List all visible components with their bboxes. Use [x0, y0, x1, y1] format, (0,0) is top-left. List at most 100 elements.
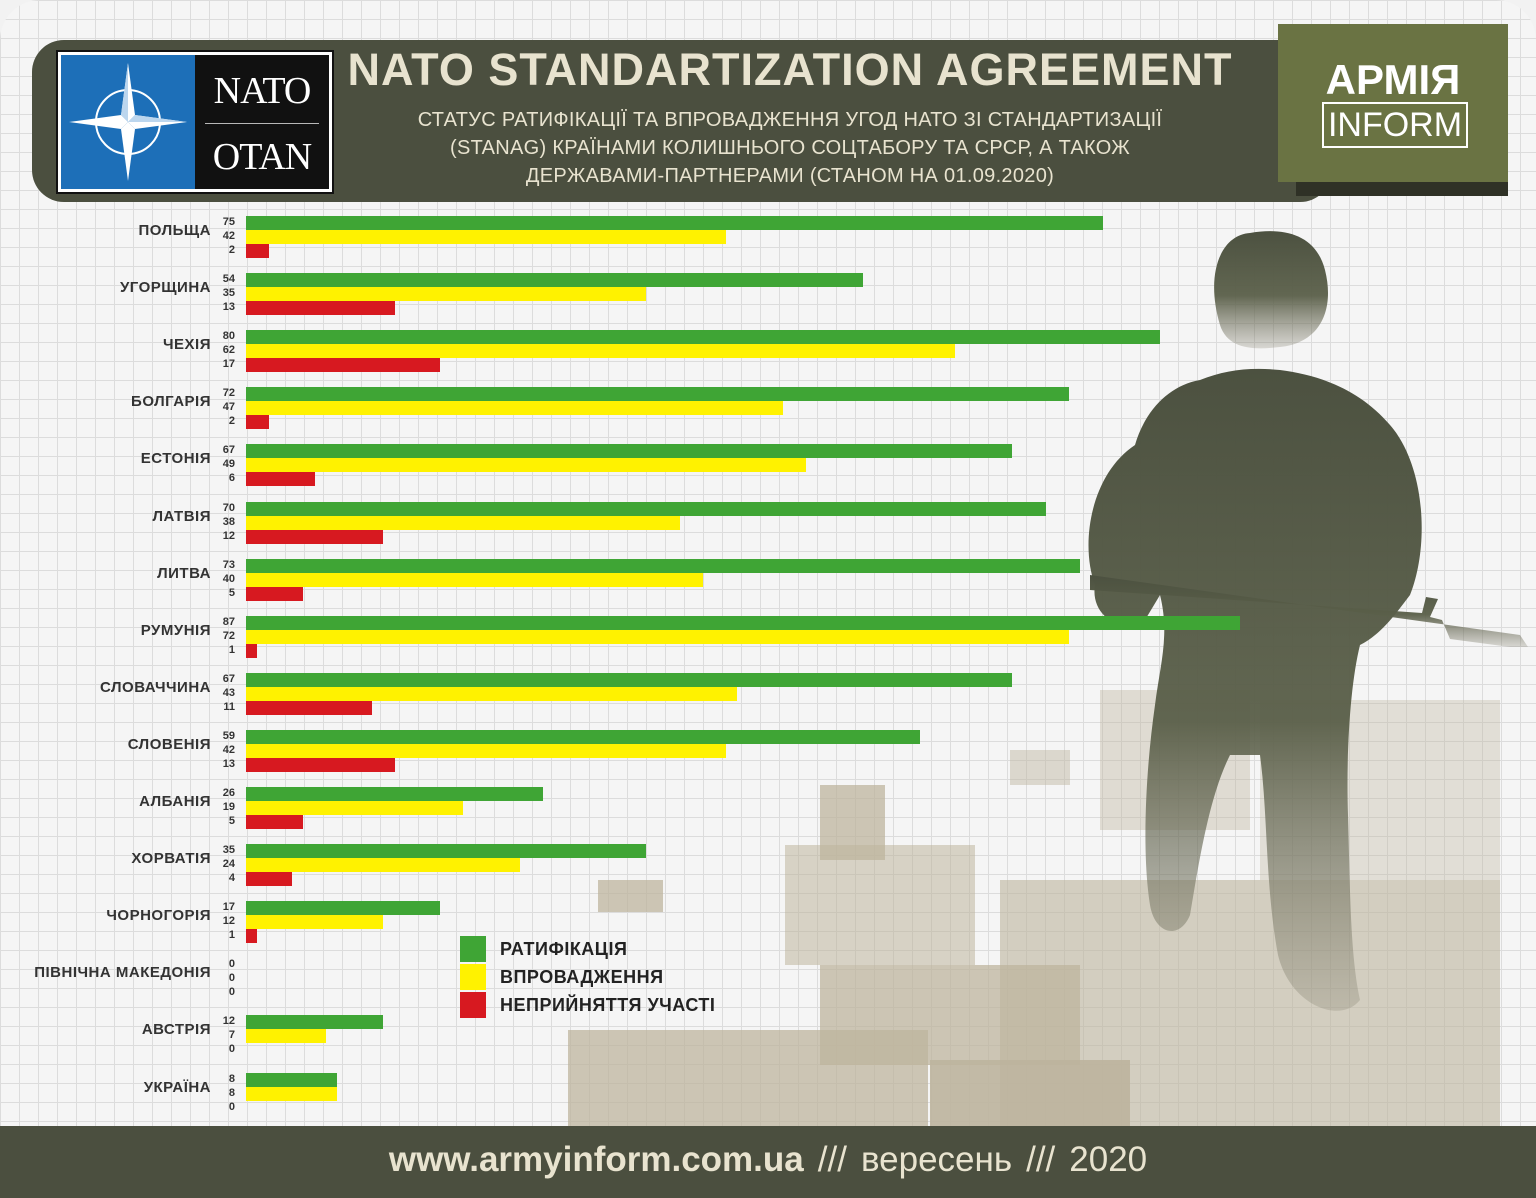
bar-ratification — [246, 1072, 337, 1087]
camo-block — [930, 1060, 1130, 1126]
bar-non-participation — [246, 415, 269, 430]
nato-wordmark-panel: NATO OTAN — [195, 55, 329, 189]
bar-non-participation — [246, 358, 440, 373]
page-title: NATO STANDARTIZATION AGREEMENT — [347, 44, 1233, 95]
bar-non-participation — [246, 929, 257, 944]
value-label: 67 — [222, 444, 235, 457]
camo-block — [1010, 750, 1070, 785]
nato-word: NATO — [213, 70, 312, 112]
value-label: 17 — [222, 901, 235, 914]
bar-ratification — [246, 1015, 383, 1030]
bar-non-participation — [246, 872, 292, 887]
otan-word: OTAN — [212, 136, 313, 178]
value-label: 0 — [228, 1043, 235, 1056]
bar-implementation — [246, 915, 383, 930]
bar-implementation — [246, 344, 955, 359]
footer-bar: www.armyinform.com.ua /// вересень /// 2020 — [0, 1126, 1536, 1198]
value-label: 59 — [222, 729, 235, 742]
page-subtitle: СТАТУС РАТИФІКАЦІЇ ТА ВПРОВАДЖЕННЯ УГОД … — [340, 106, 1240, 190]
value-label: 2 — [228, 415, 235, 428]
bar-ratification — [246, 615, 1240, 630]
nato-logo: NATO OTAN — [56, 50, 334, 194]
value-label: 6 — [228, 472, 235, 485]
value-label: 1 — [228, 643, 235, 656]
value-label: 11 — [223, 700, 235, 713]
bar-non-participation — [246, 472, 315, 487]
country-label: РУМУНІЯ — [140, 621, 211, 639]
bar-implementation — [246, 801, 463, 815]
country-label: УКРАЇНА — [143, 1078, 211, 1096]
country-label: БОЛГАРІЯ — [131, 393, 211, 411]
bar-ratification — [246, 501, 1046, 516]
value-label: 67 — [222, 672, 235, 685]
value-label: 49 — [222, 458, 235, 471]
bar-ratification — [246, 672, 1012, 687]
camo-block — [598, 880, 663, 912]
value-label: 35 — [222, 287, 235, 300]
country-label: ЧОРНОГОРІЯ — [106, 907, 211, 925]
value-label: 12 — [222, 915, 235, 928]
bar-ratification — [246, 444, 1012, 459]
country-label: ЧЕХІЯ — [163, 336, 211, 354]
value-label: 40 — [222, 572, 235, 585]
bar-ratification — [246, 273, 863, 288]
value-label: 5 — [228, 815, 235, 827]
bar-implementation — [246, 515, 680, 530]
value-label: 4 — [228, 872, 235, 885]
bar-ratification — [246, 901, 440, 916]
value-label: 13 — [222, 757, 235, 770]
value-label: 5 — [228, 586, 235, 599]
bar-non-participation — [246, 529, 383, 544]
value-label: 12 — [222, 1015, 235, 1028]
country-label: СЛОВАЧЧИНА — [100, 678, 211, 696]
value-label: 0 — [228, 958, 235, 971]
value-label: 35 — [222, 844, 235, 857]
country-label: ЕСТОНІЯ — [140, 450, 211, 468]
value-label: 0 — [228, 986, 235, 999]
armyinform-logo: АРМІЯ INFORM — [1278, 24, 1508, 182]
value-label: 13 — [222, 301, 235, 314]
bar-non-participation — [246, 757, 395, 772]
legend-label: РАТИФІКАЦІЯ — [500, 939, 628, 959]
value-label: 8 — [228, 1086, 235, 1099]
value-label: 17 — [222, 358, 235, 371]
footer-year: 2020 — [1069, 1140, 1148, 1179]
value-label: 54 — [222, 273, 235, 286]
subtitle-line: СТАТУС РАТИФІКАЦІЇ ТА ВПРОВАДЖЕННЯ УГОД … — [417, 109, 1163, 131]
subtitle-line: (STANAG) КРАЇНАМИ КОЛИШНЬОГО СОЦТАБОРУ Т… — [450, 137, 1130, 159]
nato-separator — [205, 123, 319, 124]
legend-swatch-implementation — [460, 964, 486, 990]
value-label: 80 — [222, 330, 235, 343]
bar-implementation — [246, 572, 703, 587]
bar-implementation — [246, 858, 520, 873]
bar-non-participation — [246, 244, 269, 258]
bar-ratification — [246, 330, 1160, 345]
bar-ratification — [246, 844, 646, 859]
country-label: ХОРВАТІЯ — [131, 850, 211, 868]
camo-block — [568, 1030, 928, 1126]
footer-text: www.armyinform.com.ua /// вересень /// 2020 — [0, 1140, 1536, 1180]
footer-month: вересень — [860, 1140, 1013, 1179]
bar-implementation — [246, 287, 646, 302]
value-label: 8 — [228, 1072, 235, 1085]
bar-implementation — [246, 401, 783, 416]
brand-line-1: АРМІЯ — [1325, 56, 1461, 103]
nato-compass-star-icon — [69, 63, 187, 181]
value-label: 26 — [222, 787, 235, 799]
footer-separator: /// — [1026, 1140, 1056, 1179]
footer-site: www.armyinform.com.ua — [388, 1140, 804, 1179]
value-label: 72 — [222, 387, 235, 400]
bar-implementation — [246, 686, 737, 701]
value-label: 42 — [222, 230, 235, 242]
country-label: ЛИТВА — [157, 564, 211, 582]
bar-ratification — [246, 729, 920, 744]
value-label: 1 — [228, 929, 235, 942]
country-label: СЛОВЕНІЯ — [127, 735, 211, 753]
value-label: 0 — [228, 972, 235, 985]
bar-non-participation — [246, 301, 395, 316]
value-label: 42 — [222, 743, 235, 756]
bar-non-participation — [246, 643, 257, 658]
bar-non-participation — [246, 815, 303, 829]
bar-implementation — [246, 1029, 326, 1044]
value-label: 7 — [228, 1029, 235, 1042]
